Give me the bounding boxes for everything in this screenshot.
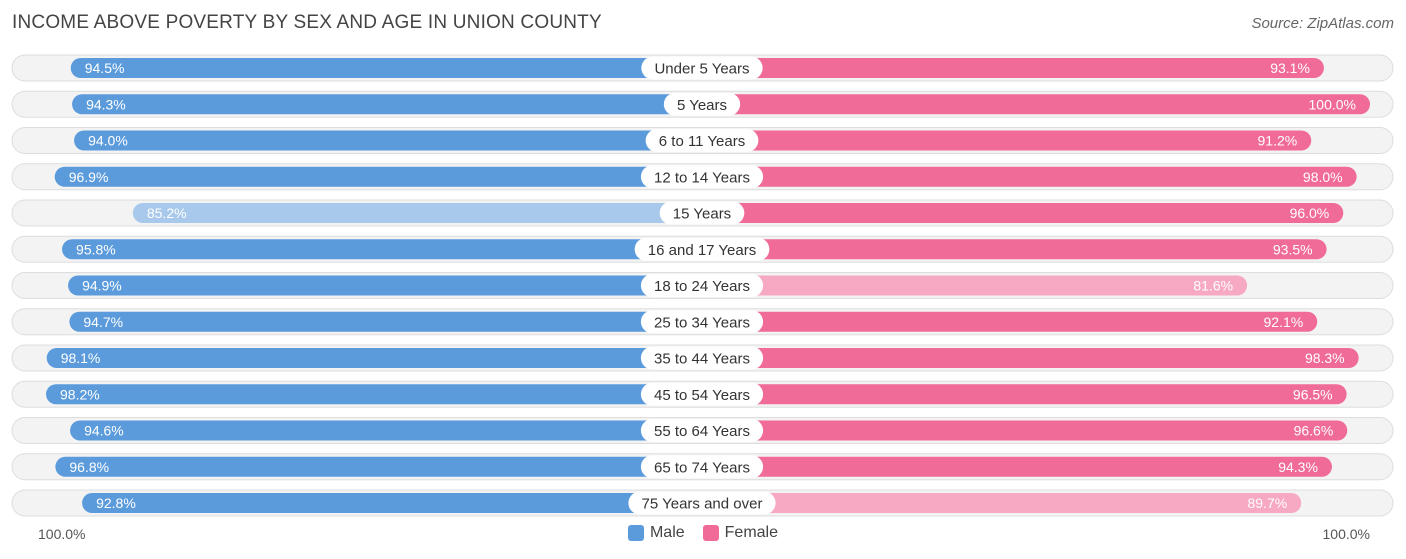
value-label-female: 98.0% [1303, 169, 1343, 185]
value-label-female: 98.3% [1305, 350, 1345, 366]
category-pill [640, 382, 764, 406]
category-pill [640, 455, 764, 479]
bar-male [62, 239, 702, 260]
category-pill [640, 346, 764, 370]
legend-label-female: Female [724, 524, 779, 541]
bar-male [132, 203, 702, 223]
value-label-male: 92.8% [96, 495, 136, 511]
bar-female [702, 493, 1302, 513]
category-pill [634, 237, 770, 261]
category-pill [641, 56, 763, 80]
category-label: 65 to 74 Years [654, 459, 750, 476]
value-label-female: 92.1% [1264, 314, 1304, 330]
bar-male [46, 348, 702, 368]
bar-male [46, 384, 703, 405]
category-label: Under 5 Years [654, 61, 749, 78]
category-pill [663, 92, 741, 116]
value-label-male: 95.8% [76, 241, 116, 257]
value-label-female: 96.5% [1293, 386, 1333, 402]
category-label: 55 to 64 Years [654, 423, 750, 440]
legend-label-male: Male [649, 524, 685, 541]
bar-male [68, 275, 703, 296]
category-label: 16 and 17 Years [648, 242, 756, 259]
legend: Male Female [0, 524, 1406, 542]
category-pill [640, 165, 764, 189]
value-label-male: 85.2% [147, 205, 187, 221]
bar-male [55, 456, 703, 477]
value-label-male: 98.1% [61, 350, 101, 366]
category-label: 25 to 34 Years [654, 314, 750, 331]
bar-male [72, 94, 703, 115]
bar-female [702, 239, 1327, 260]
chart-area: 94.5% 93.1% Under 5 Years 94.3% 100.0% 5 Year… [11, 54, 1394, 517]
axis-right-label: 100.0% [1322, 526, 1370, 542]
category-label: 35 to 44 Years [654, 351, 750, 368]
value-label-female: 96.0% [1290, 205, 1330, 221]
value-label-female: 93.1% [1270, 60, 1310, 76]
value-label-female: 94.3% [1278, 459, 1318, 475]
category-label: 15 Years [673, 206, 731, 223]
value-label-male: 96.8% [69, 459, 109, 475]
value-label-female: 89.7% [1247, 495, 1287, 511]
bar-female [702, 384, 1347, 405]
legend-item-male: Male [627, 524, 685, 542]
category-pill [659, 201, 745, 225]
bar-female [702, 420, 1348, 441]
value-label-female: 91.2% [1258, 133, 1298, 149]
axis-left-label: 100.0% [38, 526, 86, 542]
category-pill [640, 419, 764, 442]
bar-male [70, 420, 702, 441]
value-label-female: 81.6% [1193, 278, 1233, 294]
bar-female [702, 94, 1370, 115]
chart-title: INCOME ABOVE POVERTY BY SEX AND AGE IN U… [12, 12, 602, 33]
source-note: Source: ZipAtlas.com [1251, 15, 1394, 32]
bar-female [702, 58, 1324, 78]
value-label-male: 94.9% [82, 278, 122, 294]
legend-swatch-female [702, 525, 719, 541]
legend-item-female: Female [702, 524, 779, 542]
category-label: 18 to 24 Years [654, 278, 750, 295]
bar-male [82, 493, 702, 513]
value-label-female: 93.5% [1273, 241, 1313, 257]
category-label: 6 to 11 Years [659, 133, 745, 150]
value-label-male: 94.6% [84, 423, 124, 439]
bar-male [54, 166, 702, 187]
bar-female [702, 275, 1248, 296]
value-label-male: 94.0% [88, 133, 128, 149]
value-label-male: 94.3% [86, 96, 126, 112]
category-label: 12 to 14 Years [654, 169, 750, 186]
category-pill [645, 129, 759, 152]
category-label: 45 to 54 Years [654, 387, 750, 404]
value-label-female: 96.6% [1294, 423, 1334, 439]
value-label-female: 100.0% [1309, 96, 1356, 112]
category-label: 5 Years [677, 97, 727, 114]
bar-male [70, 58, 703, 78]
bar-female [702, 348, 1359, 368]
legend-swatch-male [627, 525, 644, 541]
bar-male [74, 130, 702, 151]
category-pill [628, 491, 776, 515]
bar-female [702, 166, 1357, 187]
bar-male [69, 311, 703, 332]
bar-female [702, 203, 1344, 223]
bar-female [702, 456, 1332, 477]
bar-female [702, 130, 1312, 151]
bar-female [702, 311, 1318, 332]
category-pill [640, 310, 764, 334]
category-pill [640, 274, 764, 297]
value-label-male: 94.5% [85, 60, 125, 76]
category-label: 75 Years and over [642, 496, 763, 513]
value-label-male: 96.9% [69, 169, 109, 185]
value-label-male: 94.7% [83, 314, 123, 330]
value-label-male: 98.2% [60, 386, 100, 402]
